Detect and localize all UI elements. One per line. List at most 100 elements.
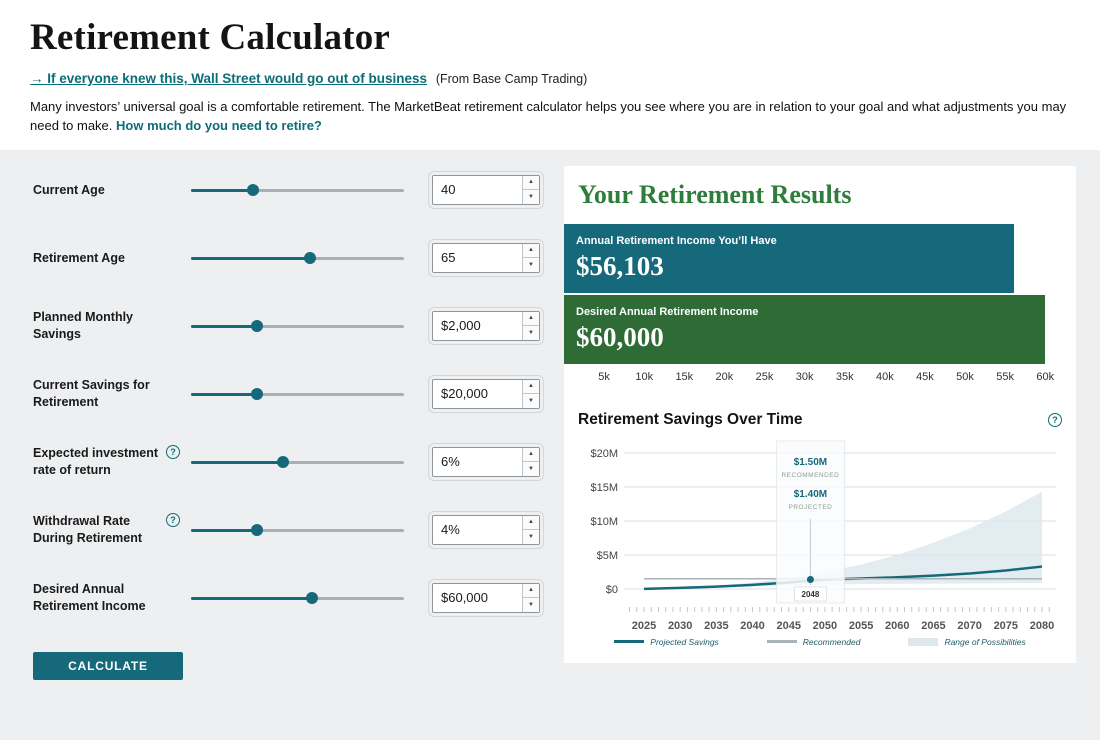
bar-axis-tick: 15k xyxy=(675,370,694,383)
slider-track[interactable] xyxy=(191,188,404,192)
monthly-savings-slider[interactable] xyxy=(191,319,404,333)
svg-text:2060: 2060 xyxy=(885,620,909,632)
input-value[interactable]: 65 xyxy=(441,250,456,266)
slider-handle[interactable] xyxy=(306,591,319,604)
slider-handle[interactable] xyxy=(304,251,317,264)
withdrawal-rate-slider[interactable] xyxy=(191,523,404,537)
svg-text:$5M: $5M xyxy=(597,550,618,562)
current-savings-slider[interactable] xyxy=(191,387,404,401)
help-icon[interactable] xyxy=(166,513,180,528)
spin-up-icon[interactable] xyxy=(523,243,539,259)
svg-text:RECOMMENDED: RECOMMENDED xyxy=(781,472,839,479)
bar-axis-tick: 35k xyxy=(835,370,854,383)
spinner xyxy=(522,583,539,612)
intro-paragraph: Many investors’ universal goal is a comf… xyxy=(30,98,1070,136)
slider-fill xyxy=(191,528,258,532)
input-value[interactable]: 4% xyxy=(441,522,460,538)
slider-fill xyxy=(191,324,258,328)
form-row-monthly-savings: Planned Monthly Savings $2,000 xyxy=(33,302,544,350)
spin-up-icon[interactable] xyxy=(523,175,539,191)
svg-text:$20M: $20M xyxy=(590,448,618,460)
current-age-input[interactable]: 40 xyxy=(428,170,544,209)
input-value[interactable]: 40 xyxy=(441,182,456,198)
field-label: Withdrawal Rate During Retirement xyxy=(33,513,185,546)
svg-text:$1.50M: $1.50M xyxy=(794,457,827,468)
spin-down-icon[interactable] xyxy=(523,258,539,272)
results-card: Your Retirement Results Annual Retiremen… xyxy=(564,165,1076,663)
intro-text: Many investors’ universal goal is a comf… xyxy=(30,99,1067,133)
current-savings-input[interactable]: $20,000 xyxy=(428,374,544,413)
income-bar-axis: 5k 10k 15k 20k 25k 30k 35k 40k 45k 50k 55k 60k xyxy=(564,370,1054,387)
desired-income-label: Desired Annual Retirement Income xyxy=(33,582,146,613)
slider-handle[interactable] xyxy=(251,319,264,332)
spin-down-icon[interactable] xyxy=(523,394,539,408)
retirement-age-label: Retirement Age xyxy=(33,250,125,265)
input-value[interactable]: 6% xyxy=(441,454,460,470)
current-savings-label: Current Savings for Retirement xyxy=(33,378,150,409)
input-value[interactable]: $60,000 xyxy=(441,590,488,606)
bar-value: $56,103 xyxy=(576,250,664,281)
svg-text:2070: 2070 xyxy=(957,620,981,632)
retirement-age-input[interactable]: 65 xyxy=(428,238,544,277)
bar-axis-tick: 25k xyxy=(755,370,774,383)
svg-text:2045: 2045 xyxy=(776,620,800,632)
income-bar-desired: Desired Annual Retirement Income $60,000 xyxy=(564,294,1046,364)
slider-track[interactable] xyxy=(191,528,404,532)
spin-down-icon[interactable] xyxy=(523,598,539,612)
spin-up-icon[interactable] xyxy=(523,515,539,531)
bar-axis-tick: 55k xyxy=(996,370,1015,383)
return-rate-input[interactable]: 6% xyxy=(428,442,544,481)
input-value[interactable]: $20,000 xyxy=(441,386,488,402)
input-value[interactable]: $2,000 xyxy=(441,318,481,334)
withdrawal-rate-input[interactable]: 4% xyxy=(428,510,544,549)
help-icon[interactable] xyxy=(166,445,180,460)
spin-down-icon[interactable] xyxy=(523,462,539,476)
field-label: Planned Monthly Savings xyxy=(33,309,185,342)
svg-text:2055: 2055 xyxy=(849,620,873,632)
current-age-slider[interactable] xyxy=(191,183,404,197)
spin-down-icon[interactable] xyxy=(523,190,539,204)
svg-text:2048: 2048 xyxy=(802,590,820,599)
slider-handle[interactable] xyxy=(251,387,264,400)
slider-handle[interactable] xyxy=(276,455,289,468)
bar-axis-tick: 45k xyxy=(916,370,934,383)
spin-up-icon[interactable] xyxy=(523,311,539,327)
calculate-button[interactable]: CALCULATE xyxy=(33,651,183,680)
calculator-form: Current Age 40 Retirement Age 65 xyxy=(33,166,544,680)
spin-up-icon[interactable] xyxy=(523,447,539,463)
how-much-retire-link[interactable]: How much do you need to retire? xyxy=(116,117,322,133)
slider-track[interactable] xyxy=(191,460,404,464)
field-label: Retirement Age xyxy=(33,250,185,266)
help-icon[interactable] xyxy=(1048,412,1062,427)
bar-axis-tick: 40k xyxy=(875,370,894,383)
spinner xyxy=(522,175,539,204)
slider-handle[interactable] xyxy=(251,523,264,536)
return-rate-slider[interactable] xyxy=(191,455,404,469)
slider-handle[interactable] xyxy=(246,183,259,196)
legend-label: Range of Possibilities xyxy=(944,636,1026,647)
slider-track[interactable] xyxy=(191,324,404,328)
monthly-savings-input[interactable]: $2,000 xyxy=(428,306,544,345)
legend-range-of-possibilities: Range of Possibilities xyxy=(908,636,1026,647)
spin-down-icon[interactable] xyxy=(523,326,539,340)
desired-income-slider[interactable] xyxy=(191,591,404,605)
savings-over-time-title: Retirement Savings Over Time xyxy=(578,410,803,428)
page-title: Retirement Calculator xyxy=(30,17,391,58)
bar-axis-tick: 20k xyxy=(715,370,734,383)
spin-down-icon[interactable] xyxy=(523,530,539,544)
slider-fill xyxy=(191,596,313,600)
spin-up-icon[interactable] xyxy=(523,379,539,395)
recommended-swatch xyxy=(766,640,797,644)
savings-chart-wrap: $0 $5M $10M $15M $20M $1.50M RECOMMENDED $1.40M… xyxy=(564,429,1076,635)
range-of-possibilities-swatch xyxy=(908,637,939,646)
bar-value: $60,000 xyxy=(576,321,664,352)
promo-link[interactable]: → If everyone knew this, Wall Street wou… xyxy=(30,71,428,86)
desired-income-input[interactable]: $60,000 xyxy=(428,578,544,617)
savings-line-chart[interactable]: $0 $5M $10M $15M $20M $1.50M RECOMMENDED $1.40M… xyxy=(572,439,1068,635)
bar-label: Desired Annual Retirement Income xyxy=(576,305,759,318)
page-header: Retirement Calculator → If everyone knew… xyxy=(0,0,1100,136)
retirement-age-slider[interactable] xyxy=(191,251,404,265)
spinner xyxy=(522,447,539,476)
slider-track[interactable] xyxy=(191,392,404,396)
spin-up-icon[interactable] xyxy=(523,583,539,599)
